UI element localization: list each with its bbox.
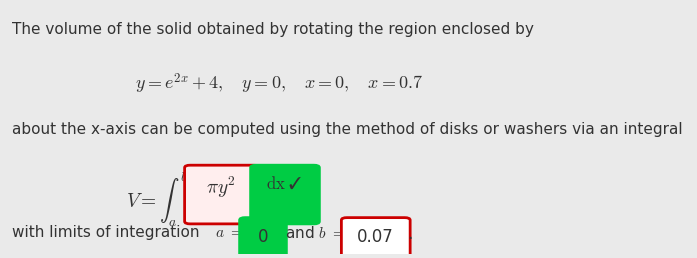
Text: $a\ =$: $a\ =$ xyxy=(215,225,243,240)
Text: about the x-axis can be computed using the method of disks or washers via an int: about the x-axis can be computed using t… xyxy=(13,122,683,136)
FancyBboxPatch shape xyxy=(251,165,319,224)
FancyBboxPatch shape xyxy=(342,218,410,258)
FancyBboxPatch shape xyxy=(185,165,259,224)
Text: The volume of the solid obtained by rotating the region enclosed by: The volume of the solid obtained by rota… xyxy=(13,22,535,37)
Text: 0: 0 xyxy=(258,228,268,246)
Text: 0.07: 0.07 xyxy=(357,228,394,246)
Text: $V = \int_a^b$: $V = \int_a^b$ xyxy=(126,170,188,229)
FancyBboxPatch shape xyxy=(240,218,286,258)
Text: $y = e^{2x} + 4, \quad y = 0, \quad x = 0, \quad x = 0.7$: $y = e^{2x} + 4, \quad y = 0, \quad x = … xyxy=(135,71,423,96)
Text: with limits of integration: with limits of integration xyxy=(13,225,205,240)
Text: $\mathrm{dx}\ \checkmark$: $\mathrm{dx}\ \checkmark$ xyxy=(266,175,303,193)
Text: $\pi y^2$: $\pi y^2$ xyxy=(206,175,236,200)
Text: and $b\ =$: and $b\ =$ xyxy=(285,225,345,241)
Text: .: . xyxy=(408,225,413,243)
